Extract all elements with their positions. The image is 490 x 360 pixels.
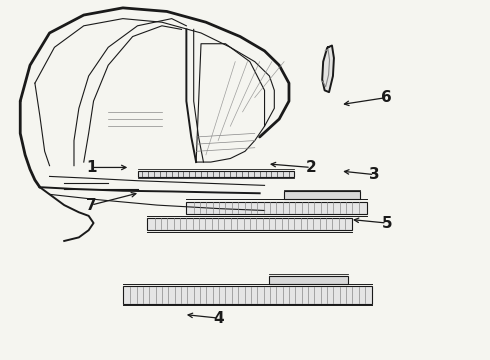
FancyBboxPatch shape (284, 192, 360, 199)
Polygon shape (322, 45, 334, 92)
Text: 2: 2 (306, 160, 317, 175)
FancyBboxPatch shape (270, 276, 347, 284)
Text: 6: 6 (381, 90, 392, 105)
Text: 1: 1 (86, 160, 97, 175)
Text: 5: 5 (381, 216, 392, 230)
FancyBboxPatch shape (123, 286, 372, 304)
FancyBboxPatch shape (186, 202, 367, 214)
Bar (138, 171, 294, 177)
Text: 4: 4 (213, 311, 223, 325)
Text: 7: 7 (86, 198, 97, 213)
FancyBboxPatch shape (147, 218, 352, 230)
Text: 3: 3 (369, 167, 380, 182)
